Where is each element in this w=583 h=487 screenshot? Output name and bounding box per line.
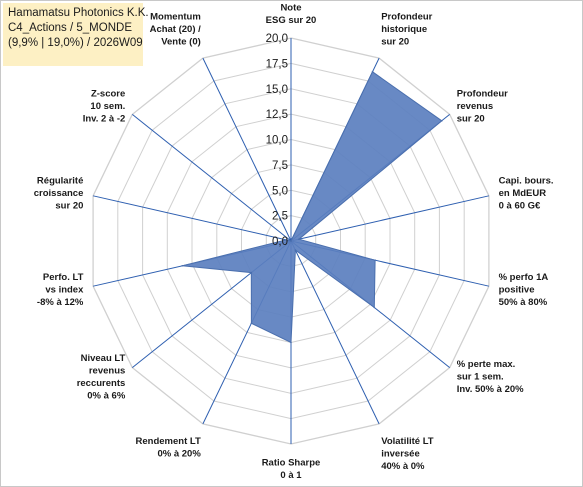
data-point <box>294 249 297 251</box>
axis-label: Ratio Sharpe 0 à 1 <box>262 458 321 482</box>
data-point <box>285 239 287 241</box>
radial-tick-label: 0,0 <box>272 236 288 248</box>
axis-spoke <box>202 57 292 242</box>
axis-label: Perfo. LT vs index -8% à 12% <box>37 272 84 308</box>
radial-tick-label: 15,0 <box>266 84 288 96</box>
data-point <box>298 238 300 240</box>
axis-label: Capi. bours. en MdEUR 0 à 60 G€ <box>499 176 554 212</box>
radial-tick-label: 5,0 <box>272 185 288 197</box>
axis-spoke <box>290 195 490 242</box>
axis-label: Profondeur revenus sur 20 <box>457 89 508 125</box>
radial-tick-label: 17,5 <box>266 58 288 70</box>
chart-title-portfolio: C4_Actions / 5_MONDE <box>8 22 132 34</box>
data-point <box>374 259 376 262</box>
chart-title-company: Hamamatsu Photonics K.K. <box>8 7 149 19</box>
axis-label: Z-score 10 sem. Inv. 2 à -2 <box>83 89 126 125</box>
radial-tick-label: 7,5 <box>272 160 288 172</box>
axis-label: Régularité croissance sur 20 <box>34 176 84 212</box>
data-point <box>290 240 292 242</box>
axis-label: Note ESG sur 20 <box>266 3 317 27</box>
radial-tick-label: 2,5 <box>272 211 288 223</box>
series-area <box>181 71 443 344</box>
axis-label: % perte max. sur 1 sem. Inv. 50% à 20% <box>457 359 524 395</box>
data-point <box>290 341 292 344</box>
chart-title-box: Hamamatsu Photonics K.K. C4_Actions / 5_… <box>3 3 149 66</box>
radar-axis-labels: Note ESG sur 20 Profondeur historique sur 20… <box>34 3 554 482</box>
axis-label: % perfo 1A positive 50% à 80% <box>499 272 549 308</box>
radial-tick-label: 10,0 <box>266 135 288 147</box>
axis-label: Momentum Achat (20) / Vente (0) <box>150 12 202 48</box>
axis-spoke <box>92 195 292 242</box>
radar-series <box>181 71 443 344</box>
data-point <box>181 265 183 267</box>
axis-spoke <box>131 114 292 242</box>
axis-label: Volatilité LT inversée 40% à 0% <box>381 436 434 472</box>
data-point <box>371 71 374 73</box>
axis-label: Rendement LT 0% à 20% <box>136 436 202 460</box>
axis-label: Profondeur historique sur 20 <box>381 12 432 48</box>
chart-title-stats: (9,9% | 19,0%) / 2026W09 <box>8 37 143 49</box>
data-point <box>250 322 253 325</box>
radial-tick-label: 20,0 <box>266 33 288 45</box>
data-point <box>373 306 376 309</box>
data-point <box>441 120 443 122</box>
data-point <box>250 271 253 274</box>
axis-spoke <box>290 240 380 425</box>
radial-tick-label: 12,5 <box>266 109 288 121</box>
radar-tick-labels: 0,0 2,5 5,0 7,5 10,0 12,5 15,0 17,5 20,0 <box>266 33 288 248</box>
axis-label: Niveau LT revenus reccurents 0% à 6% <box>77 353 126 402</box>
